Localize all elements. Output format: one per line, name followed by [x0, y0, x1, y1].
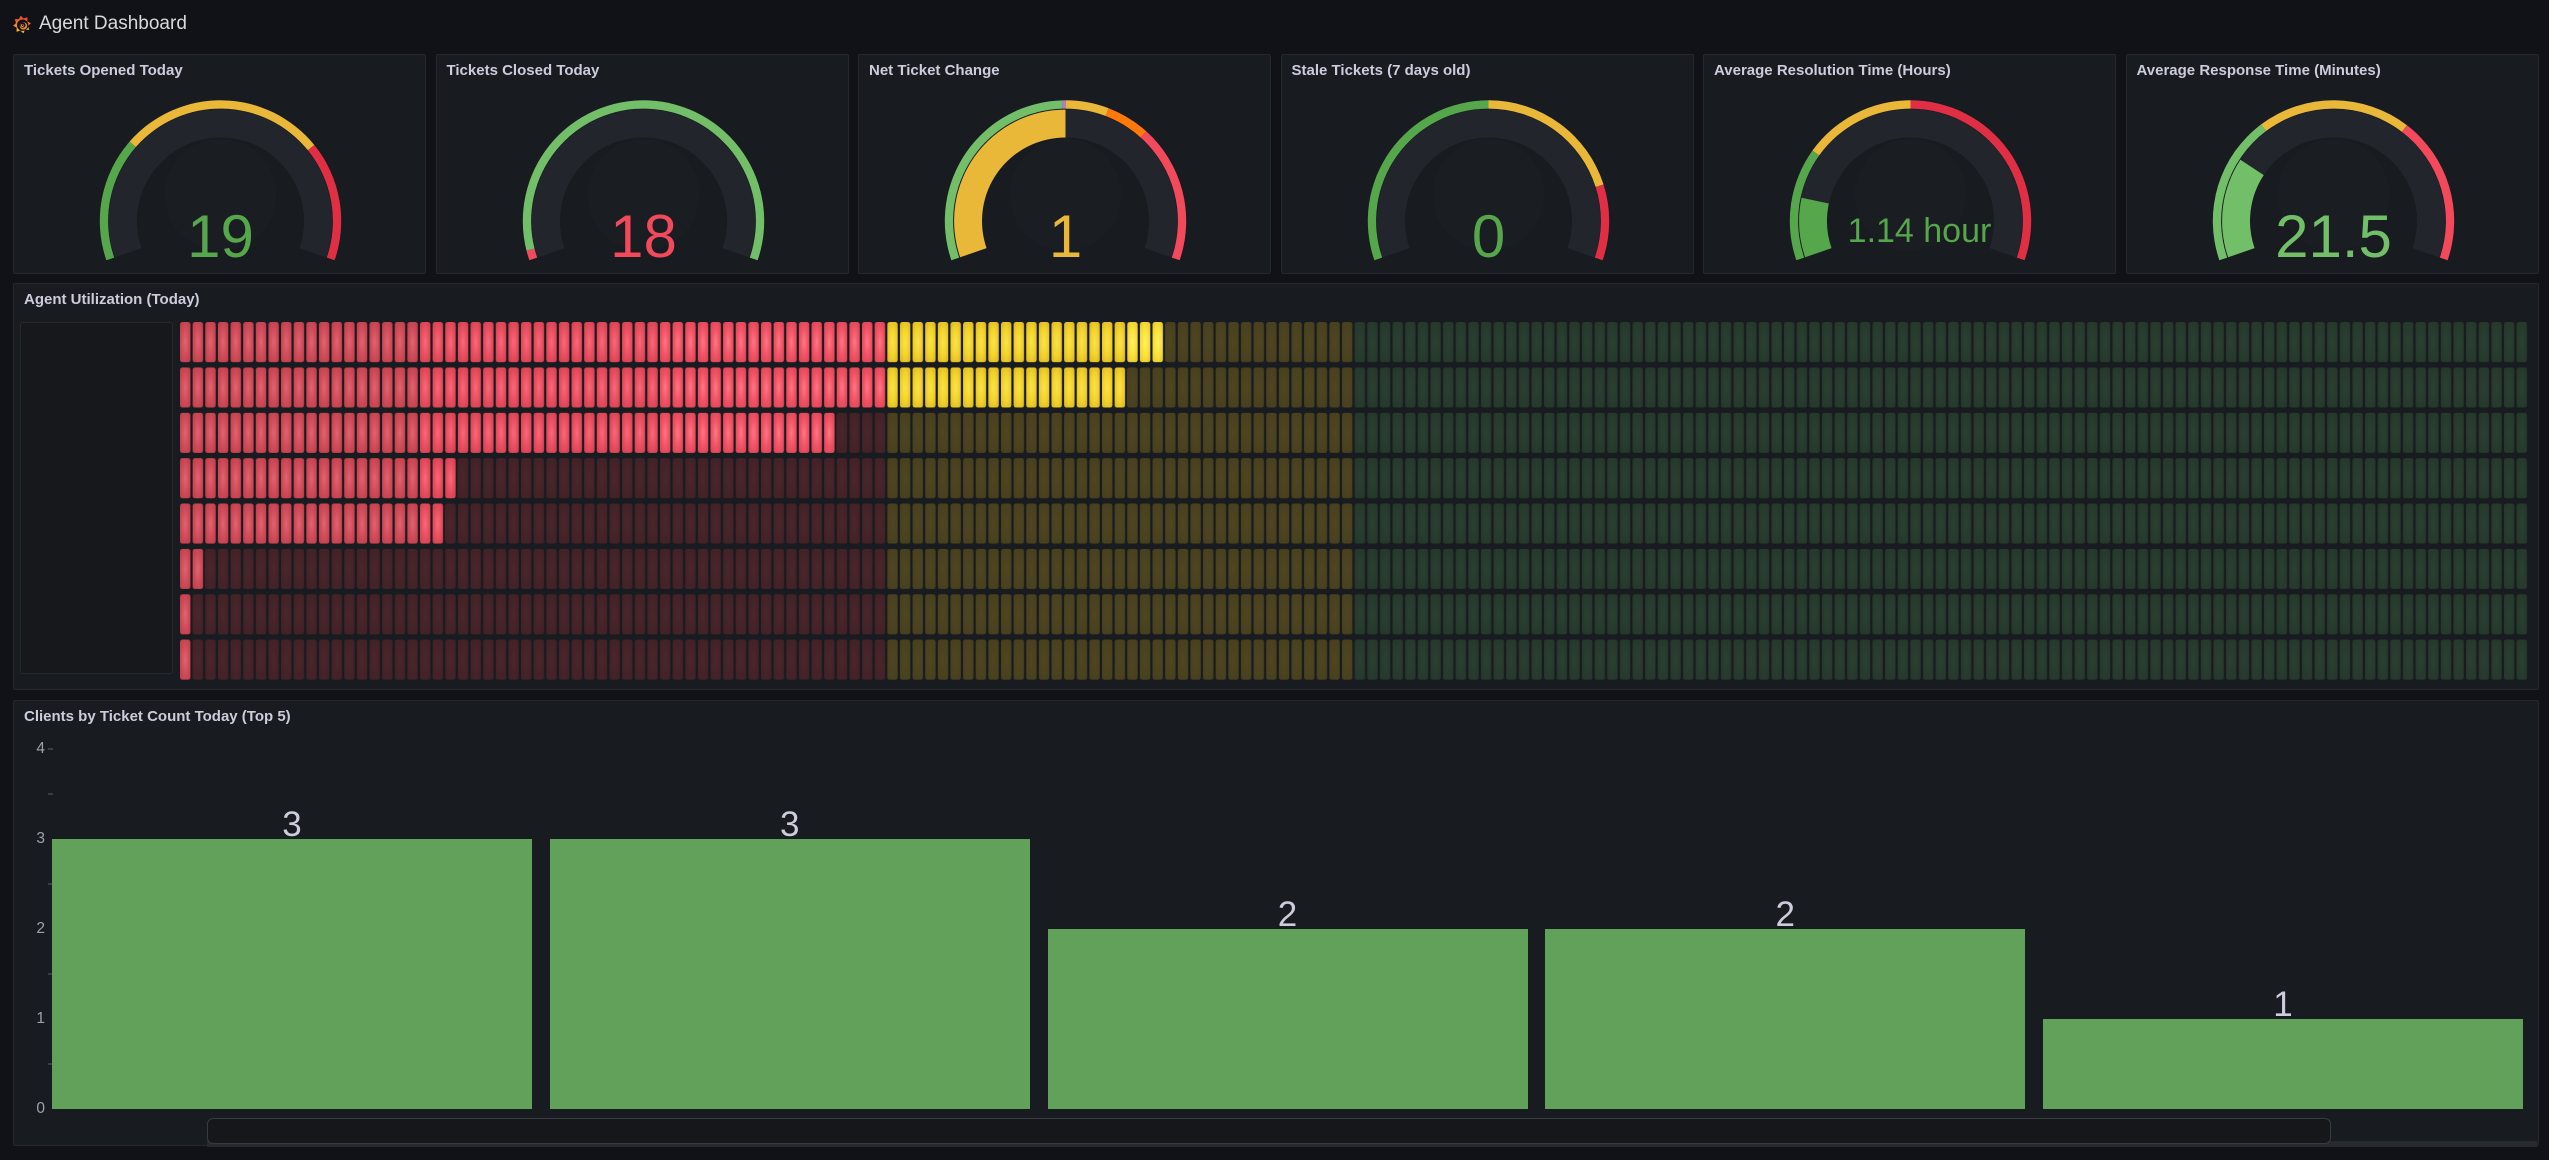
svg-text:1.14 hour: 1.14 hour [1848, 212, 1992, 250]
svg-text:18: 18 [610, 203, 677, 270]
svg-text:1: 1 [1049, 203, 1082, 270]
svg-text:19: 19 [187, 203, 254, 270]
svg-text:0: 0 [1471, 203, 1504, 270]
svg-text:21.5: 21.5 [2275, 203, 2392, 270]
